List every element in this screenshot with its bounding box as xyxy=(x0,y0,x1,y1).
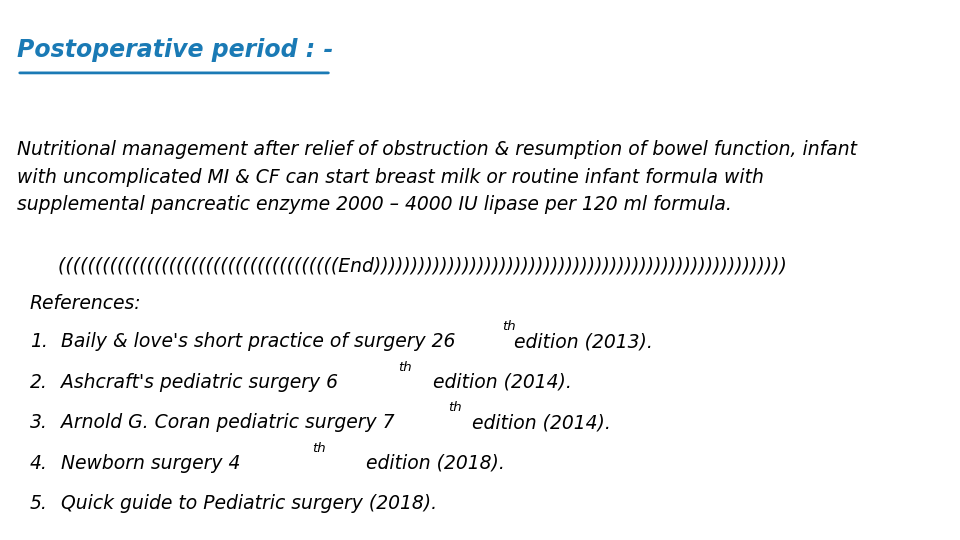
Text: Nutritional management after relief of obstruction & resumption of bowel functio: Nutritional management after relief of o… xyxy=(17,140,857,214)
Text: Postoperative period : -: Postoperative period : - xyxy=(17,38,333,62)
Text: edition (2014).: edition (2014). xyxy=(427,373,572,392)
Text: Quick guide to Pediatric surgery (2018).: Quick guide to Pediatric surgery (2018). xyxy=(61,494,437,513)
Text: Newborn surgery 4: Newborn surgery 4 xyxy=(61,454,241,472)
Text: Baily & love's short practice of surgery 26: Baily & love's short practice of surgery… xyxy=(61,332,455,351)
Text: 1.: 1. xyxy=(30,332,48,351)
Text: Ashcraft's pediatric surgery 6: Ashcraft's pediatric surgery 6 xyxy=(61,373,338,392)
Text: th: th xyxy=(398,361,412,374)
Text: edition (2013).: edition (2013). xyxy=(508,332,653,351)
Text: 4.: 4. xyxy=(30,454,48,472)
Text: 3.: 3. xyxy=(30,413,48,432)
Text: th: th xyxy=(312,442,325,455)
Text: edition (2014).: edition (2014). xyxy=(466,413,611,432)
Text: Arnold G. Coran pediatric surgery 7: Arnold G. Coran pediatric surgery 7 xyxy=(61,413,395,432)
Text: ((((((((((((((((((((((((((((((((((((((End))))))))))))))))))))))))))))))))))))))): ((((((((((((((((((((((((((((((((((((((En… xyxy=(34,256,787,275)
Text: 5.: 5. xyxy=(30,494,48,513)
Text: th: th xyxy=(448,401,462,414)
Text: References:: References: xyxy=(30,294,141,313)
Text: edition (2018).: edition (2018). xyxy=(360,454,505,472)
Text: 2.: 2. xyxy=(30,373,48,392)
Text: th: th xyxy=(502,320,516,333)
